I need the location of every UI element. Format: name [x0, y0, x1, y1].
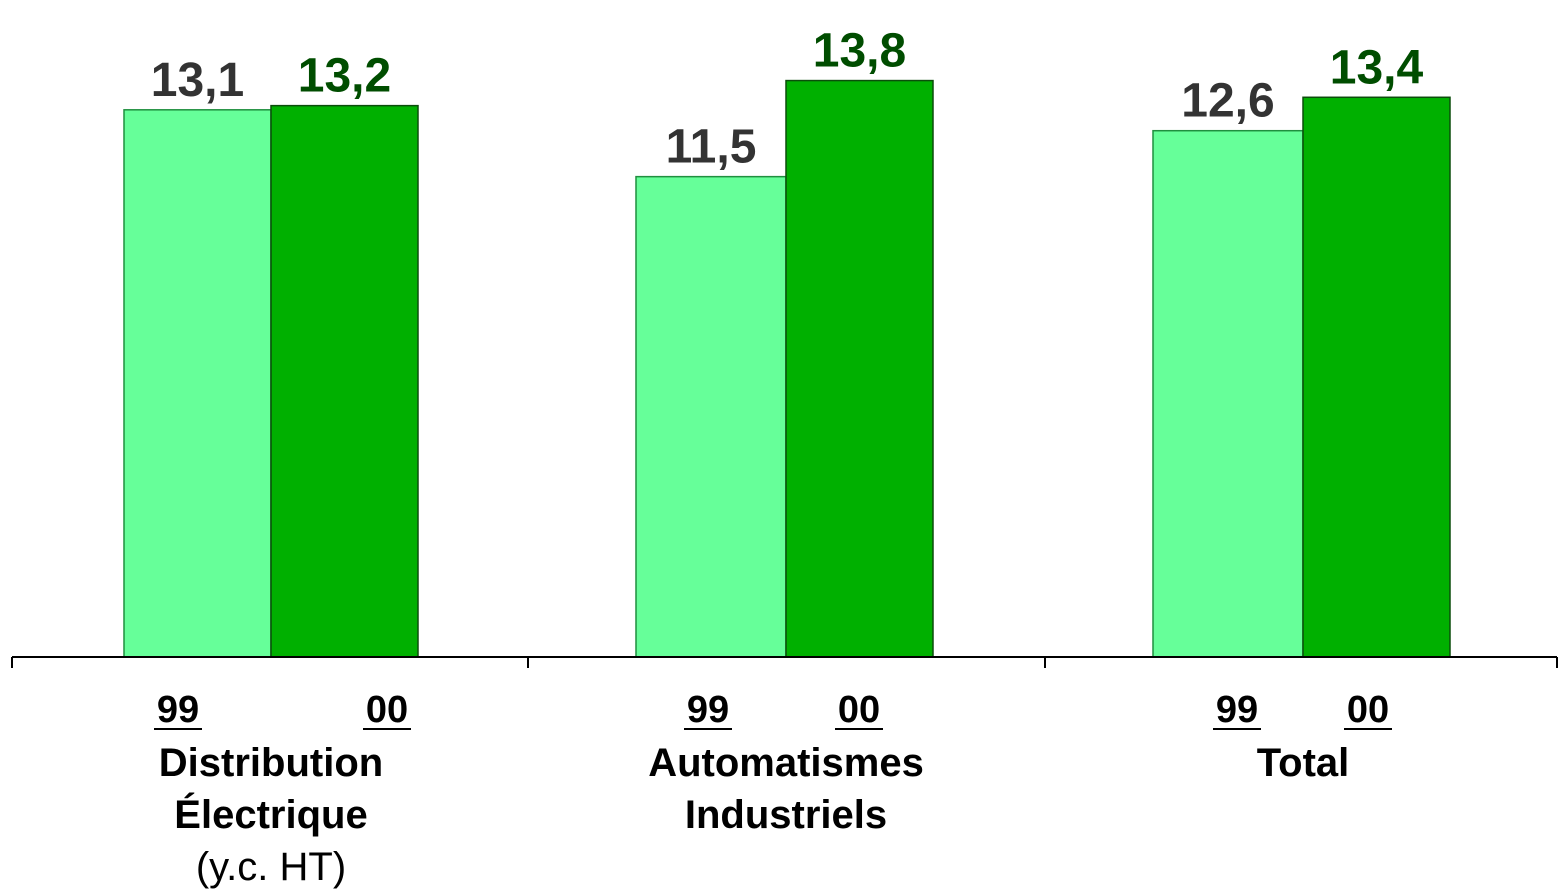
bar-00-1 — [785, 79, 934, 658]
value-label-00-2: 13,4 — [1330, 41, 1424, 94]
value-label-99-1: 11,5 — [666, 121, 757, 174]
bar-00-2 — [1302, 96, 1451, 658]
year-label-00-1: 00 — [838, 689, 880, 731]
labels-layer: 13,1 13,2 99 00 Distribution Électrique (y.c. … — [151, 25, 1424, 889]
year-label-99-1: 99 — [687, 689, 729, 731]
year-label-99-2: 99 — [1216, 689, 1258, 731]
category-label-1-1: Industriels — [685, 793, 887, 837]
category-label-0-1: Électrique — [174, 792, 367, 837]
bars-layer — [123, 79, 1451, 658]
x-axis — [11, 656, 1558, 668]
year-label-00-2: 00 — [1347, 689, 1389, 731]
year-label-99-0: 99 — [157, 689, 199, 731]
category-label-2-0: Total — [1257, 741, 1350, 785]
category-label-1-0: Automatismes — [648, 741, 924, 785]
category-sublabel-0: (y.c. HT) — [196, 845, 346, 889]
year-label-00-0: 00 — [366, 689, 408, 731]
value-label-00-1: 13,8 — [813, 25, 906, 78]
bar-99-1 — [635, 175, 787, 658]
bar-99-2 — [1152, 129, 1304, 658]
bar-99-0 — [123, 109, 272, 658]
value-label-99-0: 13,1 — [151, 54, 244, 107]
bar-00-0 — [270, 104, 419, 658]
value-label-99-2: 12,6 — [1181, 75, 1274, 128]
category-label-0-0: Distribution — [159, 741, 383, 785]
value-label-00-0: 13,2 — [298, 50, 391, 103]
